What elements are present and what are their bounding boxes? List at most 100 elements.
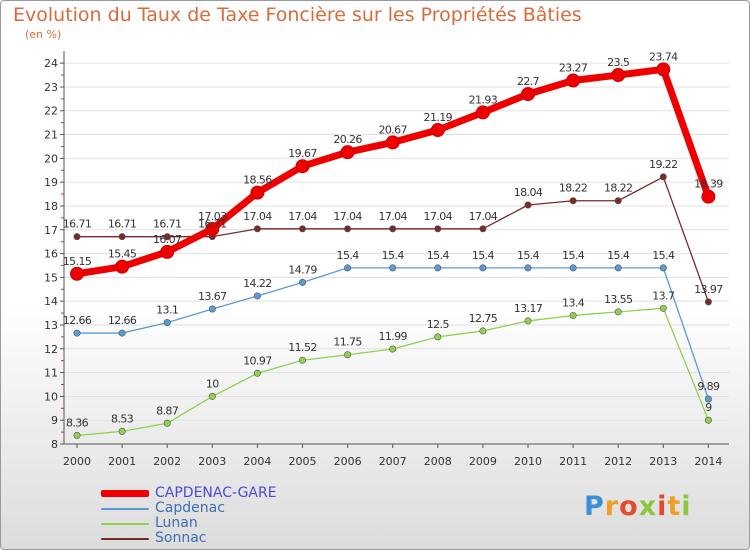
data-point <box>118 233 126 241</box>
data-point <box>430 123 445 138</box>
chart-title: Evolution du Taux de Taxe Foncière sur l… <box>13 4 582 26</box>
data-label: 14.79 <box>288 263 317 276</box>
data-point <box>70 266 84 281</box>
data-point <box>569 311 577 319</box>
data-label: 12.66 <box>63 314 92 327</box>
data-label: 15.45 <box>108 248 137 261</box>
data-point <box>118 329 126 337</box>
data-point <box>298 225 306 233</box>
y-tick-label: 18 <box>44 200 58 213</box>
legend-swatch <box>101 507 149 510</box>
x-tick-label: 2007 <box>379 455 407 468</box>
data-point <box>295 159 310 174</box>
x-tick-label: 2004 <box>243 455 271 468</box>
data-label: 14.22 <box>243 277 272 290</box>
y-tick-label: 17 <box>44 224 58 237</box>
data-point <box>73 431 81 439</box>
data-label: 10.97 <box>243 354 272 367</box>
data-point <box>208 305 216 313</box>
data-label: 20.67 <box>378 123 407 136</box>
data-point <box>659 264 667 272</box>
data-label: 13.7 <box>652 289 675 302</box>
proxiti-logo: Proxiti <box>584 491 692 522</box>
data-point <box>659 173 667 181</box>
legend-item-lunan: Lunan <box>101 516 277 531</box>
data-point <box>611 68 626 83</box>
data-label: 18.22 <box>559 182 588 195</box>
data-point <box>208 392 216 400</box>
y-tick-label: 22 <box>44 105 58 118</box>
data-label: 15.15 <box>63 255 92 268</box>
data-point <box>704 395 712 403</box>
x-tick-label: 2011 <box>559 455 587 468</box>
y-tick-label: 15 <box>44 271 58 284</box>
y-tick-label: 20 <box>44 152 58 165</box>
data-label: 13.17 <box>514 302 543 315</box>
legend-item-capdenac: Capdenac <box>101 501 277 516</box>
data-label: 18.04 <box>514 186 543 199</box>
legend-swatch <box>101 537 149 540</box>
x-tick-label: 2002 <box>153 455 181 468</box>
y-tick-label: 9 <box>51 414 58 427</box>
data-point <box>73 329 81 337</box>
data-label: 15.4 <box>382 249 405 262</box>
y-tick-label: 23 <box>44 81 58 94</box>
data-label: 17.04 <box>469 210 498 223</box>
data-point <box>569 197 577 205</box>
data-label: 15.4 <box>337 249 360 262</box>
x-tick-label: 2012 <box>604 455 632 468</box>
data-point <box>614 197 622 205</box>
data-point <box>115 259 130 274</box>
y-tick-label: 19 <box>44 176 58 189</box>
y-tick-label: 16 <box>44 248 58 261</box>
data-label: 18.56 <box>243 174 272 187</box>
data-label: 16.07 <box>153 233 182 246</box>
y-axis-unit: (en %) <box>25 28 62 41</box>
data-label: 17.04 <box>424 210 453 223</box>
data-label: 21.93 <box>469 93 498 106</box>
data-label: 13.4 <box>562 296 585 309</box>
y-tick-label: 13 <box>44 319 58 332</box>
data-point <box>521 87 535 102</box>
data-label: 16.71 <box>153 218 182 231</box>
data-label: 18.39 <box>694 178 723 191</box>
data-point <box>298 356 306 364</box>
legend-label: Sonnac <box>155 530 207 546</box>
data-point <box>298 278 306 286</box>
data-label: 20.26 <box>333 133 362 146</box>
data-point <box>524 201 532 209</box>
data-point <box>701 189 716 204</box>
x-tick-label: 2009 <box>469 455 497 468</box>
data-label: 17.04 <box>378 210 407 223</box>
x-tick-label: 2006 <box>334 455 362 468</box>
x-tick-label: 2010 <box>514 455 542 468</box>
legend-label: Lunan <box>155 515 198 531</box>
data-label: 13.1 <box>156 304 178 317</box>
data-point <box>389 345 397 353</box>
data-point <box>253 292 261 300</box>
data-point <box>569 264 577 272</box>
data-label: 11.99 <box>378 330 407 343</box>
data-point <box>344 225 352 233</box>
legend-item-sonnac: Sonnac <box>101 531 277 546</box>
x-tick-label: 2013 <box>649 455 677 468</box>
data-point <box>205 222 220 237</box>
data-point <box>659 304 667 312</box>
y-tick-label: 8 <box>51 438 58 451</box>
data-label: 9 <box>705 401 712 414</box>
data-label: 16.71 <box>63 218 92 231</box>
data-point <box>614 264 622 272</box>
y-tick-label: 24 <box>44 57 58 70</box>
legend: CAPDENAC-GARE Capdenac Lunan Sonnac <box>101 486 277 546</box>
data-point <box>704 298 712 306</box>
data-label: 22.7 <box>517 75 540 88</box>
data-point <box>566 73 581 88</box>
data-point <box>163 419 171 427</box>
data-point <box>160 244 175 259</box>
data-label: 16.71 <box>198 218 227 231</box>
data-point <box>163 319 171 327</box>
data-label: 8.36 <box>66 416 89 429</box>
data-point <box>118 427 126 435</box>
data-label: 15.4 <box>472 249 495 262</box>
